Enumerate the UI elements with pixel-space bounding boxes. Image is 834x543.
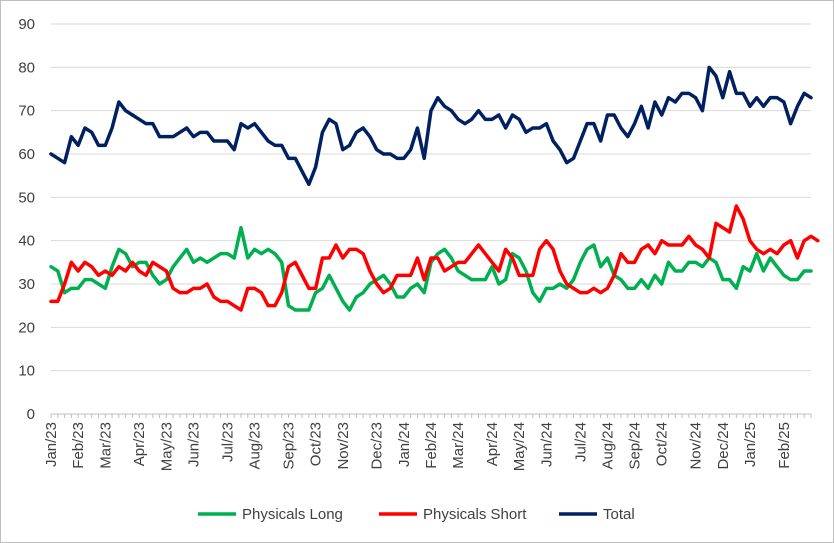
gridlines [51, 23, 811, 372]
y-tick-label: 20 [18, 319, 35, 336]
y-tick-label: 80 [18, 59, 35, 76]
x-axis-tick-labels: Jan/23 Feb/23 Mar/23 Apr/23 May/23 Jun/23 Jul/… [43, 422, 793, 471]
y-axis-tick-labels: 0 10 20 30 40 50 60 70 80 90 [18, 16, 35, 423]
axes [50, 413, 812, 418]
legend: Physicals Long Physicals Short Total [198, 506, 635, 523]
x-tick-label: Oct/24 [654, 422, 671, 466]
x-tick-label: Feb/25 [776, 422, 793, 469]
legend-label: Physicals Long [242, 506, 343, 523]
y-tick-label: 50 [18, 189, 35, 206]
y-tick-label: 90 [18, 16, 35, 33]
x-tick-label: Nov/23 [335, 422, 352, 470]
legend-label: Total [603, 506, 635, 523]
x-tick-label: Jan/24 [396, 422, 413, 467]
x-tick-label: Jan/23 [43, 422, 60, 467]
y-tick-label: 30 [18, 276, 35, 293]
x-tick-label: May/24 [511, 422, 528, 471]
x-tick-label: Apr/23 [131, 422, 148, 466]
x-tick-label: May/23 [158, 422, 175, 471]
y-tick-label: 10 [18, 363, 35, 380]
x-tick-label: Feb/24 [423, 422, 440, 469]
x-tick-label: Jun/24 [538, 422, 555, 467]
y-tick-label: 60 [18, 146, 35, 163]
x-tick-label: Nov/24 [688, 422, 705, 470]
x-tick-label: Jul/23 [219, 422, 236, 462]
x-tick-label: Jan/25 [742, 422, 759, 467]
x-tick-label: Jun/23 [186, 422, 203, 467]
x-tick-label: Dec/23 [369, 422, 386, 470]
x-tick-label: Sep/24 [627, 422, 644, 470]
series-lines [49, 65, 820, 312]
x-tick-label: Dec/24 [715, 422, 732, 470]
x-tick-label: Aug/23 [247, 422, 264, 470]
series-line-physicals-short [49, 204, 820, 312]
legend-label: Physicals Short [423, 506, 527, 523]
x-tick-label: Mar/24 [450, 422, 467, 469]
x-tick-label: Feb/23 [70, 422, 87, 469]
x-tick-label: Oct/23 [308, 422, 325, 466]
x-tick-label: Apr/24 [484, 422, 501, 466]
x-tick-label: Aug/24 [599, 422, 616, 470]
x-tick-label: Mar/23 [97, 422, 114, 469]
y-tick-label: 0 [27, 406, 35, 423]
y-tick-label: 70 [18, 103, 35, 120]
y-tick-label: 40 [18, 233, 35, 250]
x-tick-label: Sep/23 [281, 422, 298, 470]
series-line-total [49, 65, 813, 187]
x-tick-label: Jul/24 [572, 422, 589, 462]
